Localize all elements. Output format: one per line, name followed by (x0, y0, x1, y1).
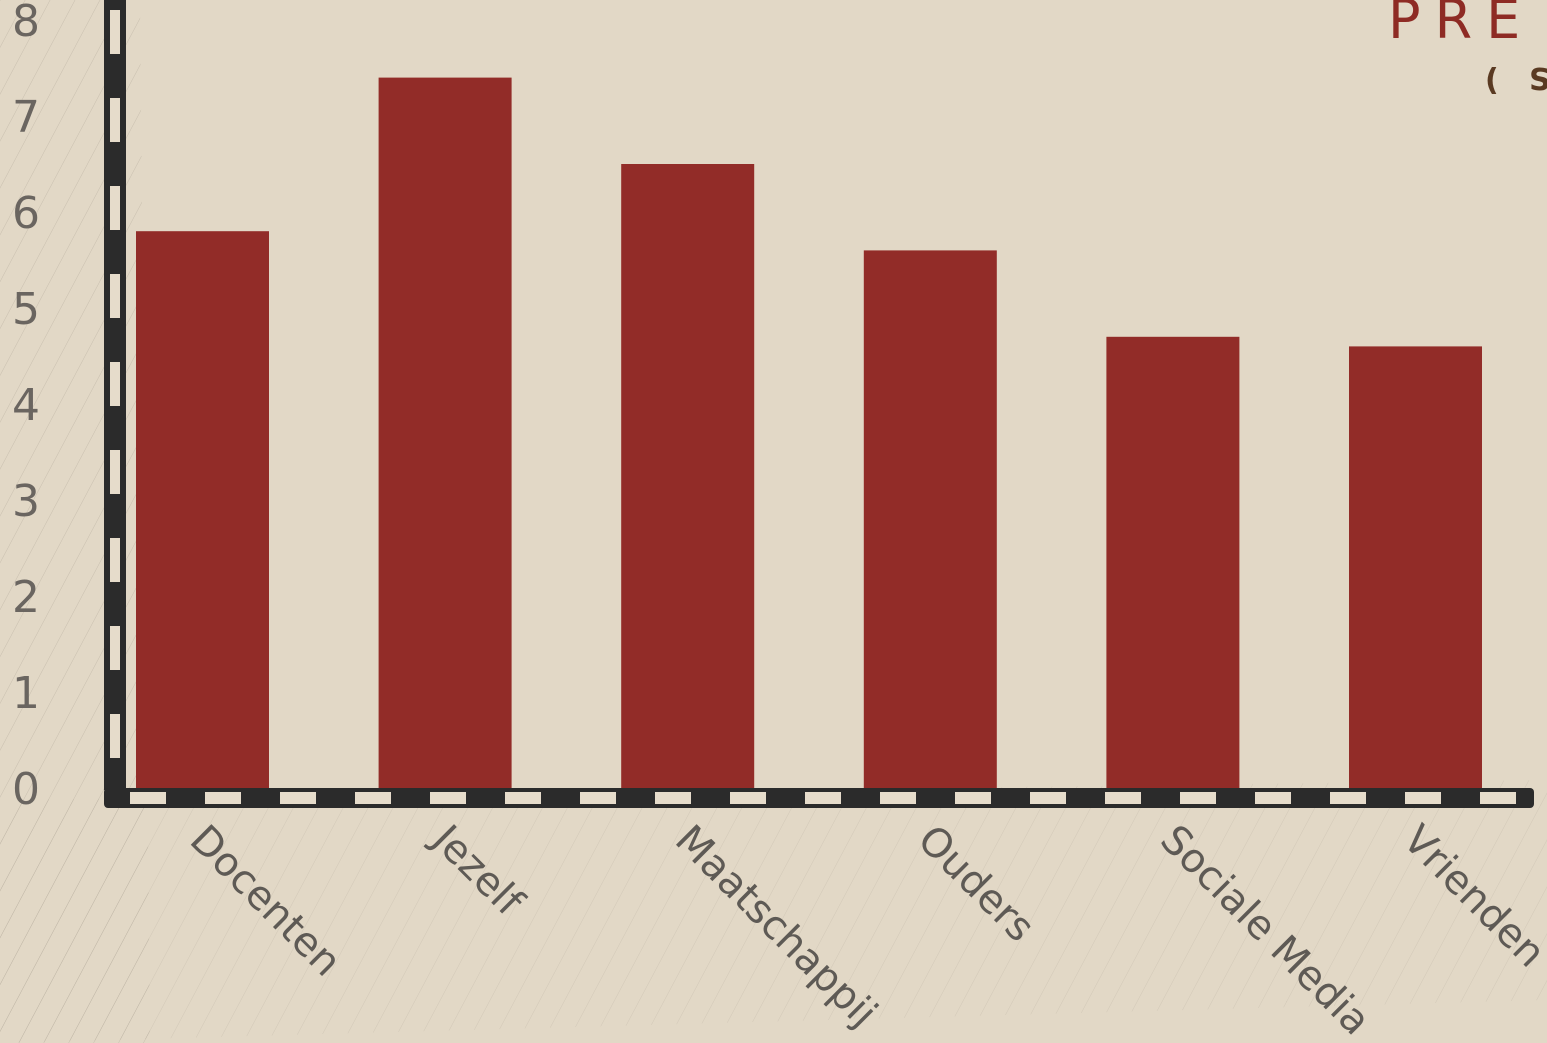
y-axis-dash (110, 98, 120, 142)
y-tick-label: 7 (12, 92, 40, 143)
chart-title: PRE (1388, 0, 1534, 51)
y-tick-label: 4 (12, 380, 40, 431)
y-tick-label: 6 (12, 188, 40, 239)
x-axis-dash (1255, 792, 1291, 804)
y-axis-dash (110, 714, 120, 758)
y-axis-dash (110, 450, 120, 494)
y-axis-dash (110, 10, 120, 54)
x-axis-dash (130, 792, 166, 804)
x-axis-dash (280, 792, 316, 804)
y-tick-label: 2 (12, 572, 40, 623)
x-axis-dash (355, 792, 391, 804)
bar-ouders (863, 250, 997, 788)
x-axis-dash (655, 792, 691, 804)
y-tick-label: 5 (12, 284, 40, 335)
x-axis-dash (1330, 792, 1366, 804)
x-axis-dash (205, 792, 241, 804)
x-axis-dash (580, 792, 616, 804)
y-tick-label: 1 (12, 668, 40, 719)
y-axis-dash (110, 274, 120, 318)
pencil-shading-bottom (0, 780, 1547, 1043)
bar-docenten (136, 231, 269, 788)
bar-sociale-media (1106, 336, 1240, 788)
chart-subtitle: ( S Y (1485, 63, 1547, 98)
y-axis (104, 0, 126, 790)
x-axis-dash (805, 792, 841, 804)
x-axis-dash (505, 792, 541, 804)
x-axis-dash (880, 792, 916, 804)
x-axis-dash (1405, 792, 1441, 804)
bars (136, 77, 1482, 789)
y-axis-dash (110, 186, 120, 230)
y-axis-dash (110, 626, 120, 670)
x-axis-dash (1030, 792, 1066, 804)
x-axis-dash (1480, 792, 1516, 804)
y-tick-label: 3 (12, 476, 40, 527)
x-axis-dash (430, 792, 466, 804)
y-tick-labels: 0 1 2 3 4 5 6 7 8 (12, 0, 40, 815)
y-tick-label: 0 (12, 764, 40, 815)
y-axis-dash (110, 362, 120, 406)
x-axis-dash (1105, 792, 1141, 804)
x-axis-dash (955, 792, 991, 804)
x-axis-dash (1180, 792, 1216, 804)
y-tick-label: 8 (12, 0, 40, 47)
bar-vrienden (1349, 346, 1482, 788)
y-axis-dash (110, 538, 120, 582)
bar-maatschappij (621, 164, 755, 788)
x-axis (104, 788, 1534, 808)
bar-jezelf (378, 77, 512, 789)
x-axis-dash (730, 792, 766, 804)
